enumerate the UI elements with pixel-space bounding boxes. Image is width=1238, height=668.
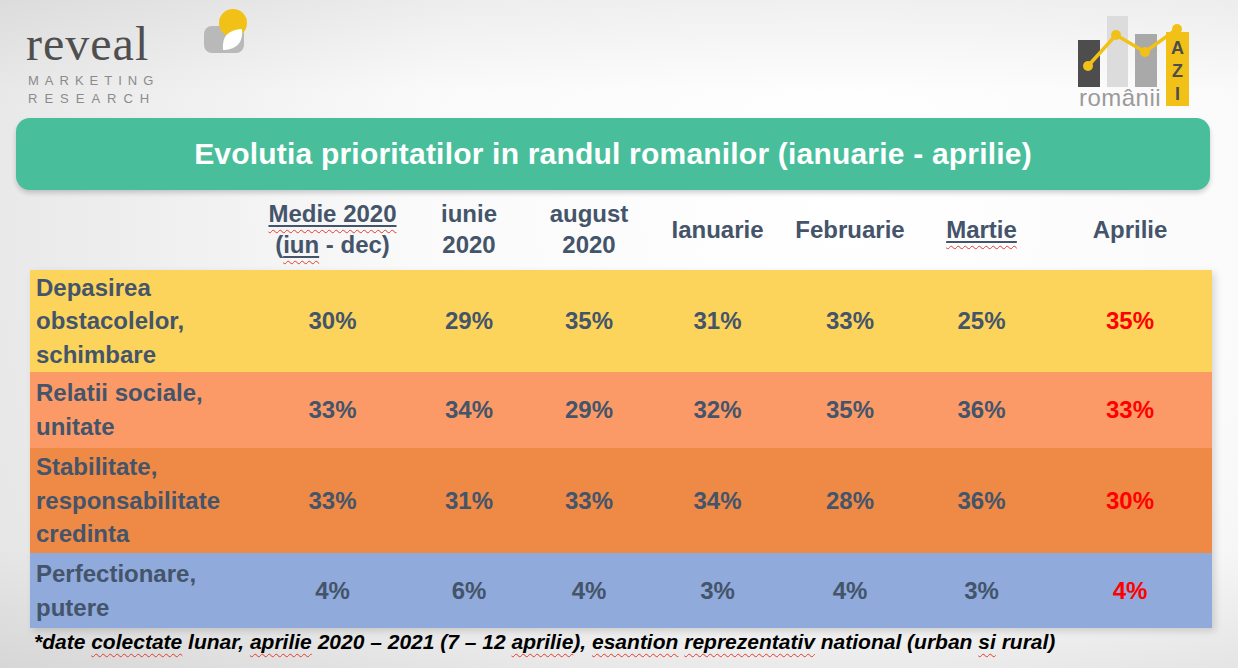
row-label: Stabilitate, responsabilitate credinta [30,450,255,551]
footnote-text: rural) [996,630,1056,653]
value-cell: 30% [1048,487,1212,515]
priorities-table-body: Depasirea obstacolelor, schimbare30%29%3… [30,270,1212,628]
romanii-azi-logo: A Z I românii [1066,4,1206,114]
value-cell: 35% [1048,307,1212,335]
value-cell: 31% [650,307,785,335]
value-cell: 4% [785,577,915,605]
column-header: Martie [915,215,1048,246]
footnote-text: national (urban [815,630,978,653]
value-cell: 33% [255,487,410,515]
report-slide: reveal MARKETING RESEARCH A Z I românii … [0,0,1238,668]
svg-text:I: I [1175,84,1180,104]
row-label: Relatii sociale, unitate [30,376,255,443]
svg-text:Z: Z [1172,61,1183,81]
value-cell: 25% [915,307,1048,335]
footnote-text: *date [34,630,91,653]
footnote-text: 2020 – 2021 (7 – 12 [312,630,512,653]
footnote-word-spellcheck: colectate [91,630,182,653]
footnote-text: ), [573,630,592,653]
column-header: Aprilie [1048,215,1212,246]
row-label: Perfectionare, putere [30,557,255,624]
table-row: Depasirea obstacolelor, schimbare30%29%3… [30,270,1212,372]
value-cell: 35% [785,396,915,424]
value-cell: 29% [528,396,650,424]
table-row: Stabilitate, responsabilitate credinta33… [30,448,1212,553]
value-cell: 4% [255,577,410,605]
reveal-logo-icon [176,6,256,62]
svg-text:A: A [1171,38,1184,58]
value-cell: 36% [915,396,1048,424]
value-cell: 28% [785,487,915,515]
footnote-word-spellcheck: aprilie [250,630,312,653]
reveal-sub-research: RESEARCH [28,91,156,106]
footnote: *date colectate lunar, aprilie 2020 – 20… [34,630,1214,654]
value-cell: 31% [410,487,528,515]
footnote-word-spellcheck: esantion [592,630,678,653]
value-cell: 33% [528,487,650,515]
value-cell: 4% [1048,577,1212,605]
footnote-word-spellcheck: reprezentativ [684,630,815,653]
column-header: Medie 2020(iun - dec) [255,199,410,260]
column-header: iunie2020 [410,199,528,260]
value-cell: 33% [255,396,410,424]
footnote-word-spellcheck: si [978,630,996,653]
value-cell: 3% [915,577,1048,605]
column-header: Februarie [785,215,915,246]
table-row: Perfectionare, putere4%6%4%3%4%3%4% [30,553,1212,628]
reveal-wordmark: reveal [26,16,149,71]
value-cell: 4% [528,577,650,605]
table-header-row: Medie 2020(iun - dec)iunie2020august2020… [30,193,1212,267]
footnote-text: lunar, [182,630,250,653]
value-cell: 33% [785,307,915,335]
title-banner: Evolutia prioritatilor in randul romanil… [16,118,1210,190]
table-row: Relatii sociale, unitate33%34%29%32%35%3… [30,372,1212,448]
reveal-sub-marketing: MARKETING [28,73,159,88]
value-cell: 36% [915,487,1048,515]
value-cell: 3% [650,577,785,605]
value-cell: 34% [650,487,785,515]
value-cell: 29% [410,307,528,335]
row-label: Depasirea obstacolelor, schimbare [30,271,255,372]
value-cell: 6% [410,577,528,605]
value-cell: 35% [528,307,650,335]
value-cell: 32% [650,396,785,424]
reveal-logo: reveal MARKETING RESEARCH [26,10,266,110]
column-header: Ianuarie [650,215,785,246]
footnote-word-spellcheck: aprilie [511,630,573,653]
value-cell: 33% [1048,396,1212,424]
column-header: august2020 [528,199,650,260]
value-cell: 30% [255,307,410,335]
page-title: Evolutia prioritatilor in randul romanil… [194,137,1032,171]
romanii-wordmark: românii [1072,84,1168,112]
value-cell: 34% [410,396,528,424]
